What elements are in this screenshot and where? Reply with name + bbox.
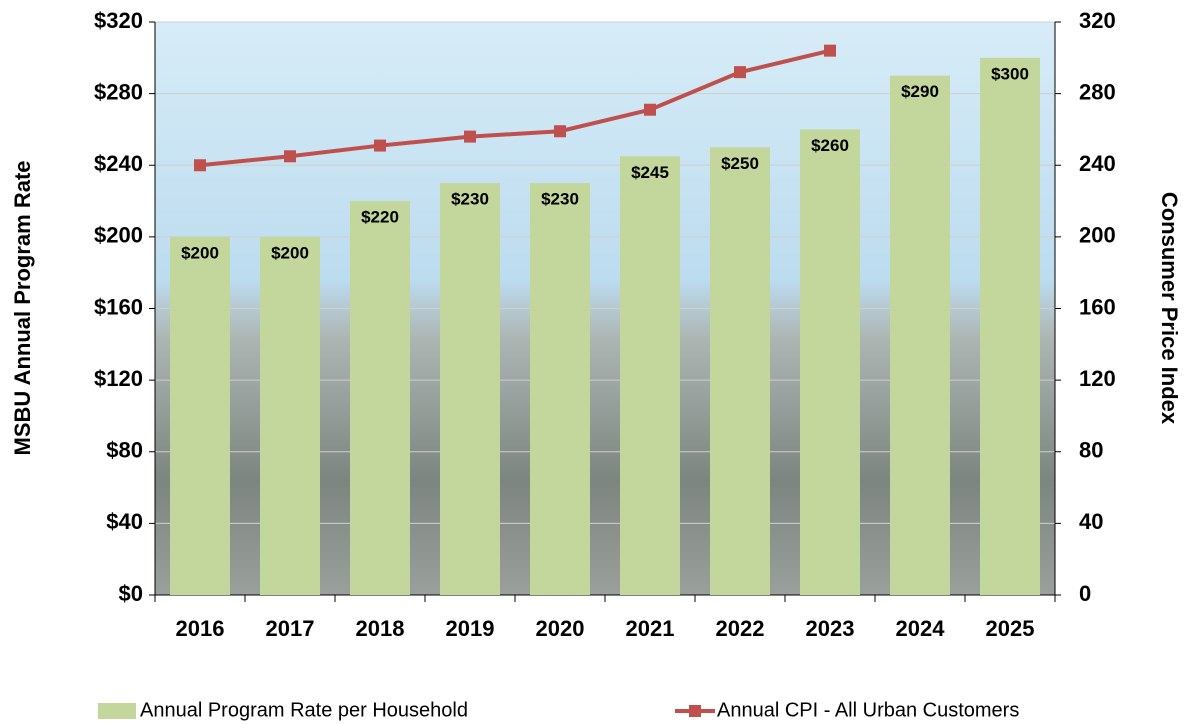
- y-tick-label: $40: [106, 509, 143, 534]
- line-marker: [554, 125, 566, 137]
- line-marker: [464, 131, 476, 143]
- legend-label: Annual Program Rate per Household: [140, 699, 468, 721]
- bar: [620, 156, 680, 595]
- y2-tick-label: 160: [1079, 294, 1116, 319]
- y-tick-label: $200: [94, 223, 143, 248]
- legend-swatch: [689, 705, 701, 717]
- x-tick-label: 2023: [806, 616, 855, 641]
- data-label: $300: [991, 64, 1029, 83]
- x-tick-label: 2022: [716, 616, 765, 641]
- bar: [530, 183, 590, 595]
- data-label: $200: [181, 243, 219, 262]
- y-tick-label: $280: [94, 79, 143, 104]
- bar: [440, 183, 500, 595]
- legend-label: Annual CPI - All Urban Customers: [717, 699, 1019, 721]
- data-label: $220: [361, 208, 399, 227]
- line-marker: [824, 45, 836, 57]
- data-label: $250: [721, 154, 759, 173]
- x-tick-label: 2025: [986, 616, 1035, 641]
- x-tick-label: 2020: [536, 616, 585, 641]
- x-tick-label: 2018: [356, 616, 405, 641]
- x-tick-label: 2019: [446, 616, 495, 641]
- y2-tick-label: 200: [1079, 223, 1116, 248]
- bar: [980, 58, 1040, 595]
- x-tick-label: 2016: [176, 616, 225, 641]
- line-marker: [194, 159, 206, 171]
- y2-axis-title: Consumer Price Index: [1157, 192, 1182, 425]
- bar: [260, 237, 320, 595]
- data-label: $230: [451, 190, 489, 209]
- y-tick-label: $0: [119, 581, 143, 606]
- y2-tick-label: 120: [1079, 366, 1116, 391]
- x-tick-label: 2024: [896, 616, 946, 641]
- data-label: $200: [271, 243, 309, 262]
- line-marker: [644, 104, 656, 116]
- y-tick-label: $320: [94, 8, 143, 33]
- y2-tick-label: 40: [1079, 509, 1103, 534]
- line-marker: [734, 66, 746, 78]
- chart: MSBU Annual Program Rate Consumer Price …: [0, 0, 1191, 724]
- bar: [350, 201, 410, 595]
- data-label: $290: [901, 82, 939, 101]
- y-tick-label: $80: [106, 438, 143, 463]
- data-label: $230: [541, 190, 579, 209]
- y2-tick-label: 80: [1079, 438, 1103, 463]
- x-tick-label: 2017: [266, 616, 315, 641]
- y-tick-label: $120: [94, 366, 143, 391]
- y2-tick-label: 280: [1079, 79, 1116, 104]
- y2-tick-label: 0: [1079, 581, 1091, 606]
- x-tick-label: 2021: [626, 616, 675, 641]
- y-tick-label: $240: [94, 151, 143, 176]
- line-marker: [374, 140, 386, 152]
- y2-tick-label: 320: [1079, 8, 1116, 33]
- bar: [890, 76, 950, 595]
- data-label: $245: [631, 163, 669, 182]
- bar: [800, 129, 860, 595]
- y2-tick-label: 240: [1079, 151, 1116, 176]
- line-marker: [284, 150, 296, 162]
- bar: [170, 237, 230, 595]
- data-label: $260: [811, 136, 849, 155]
- y-axis-title: MSBU Annual Program Rate: [10, 160, 35, 455]
- legend-swatch: [98, 703, 136, 719]
- bar: [710, 147, 770, 595]
- y-tick-label: $160: [94, 294, 143, 319]
